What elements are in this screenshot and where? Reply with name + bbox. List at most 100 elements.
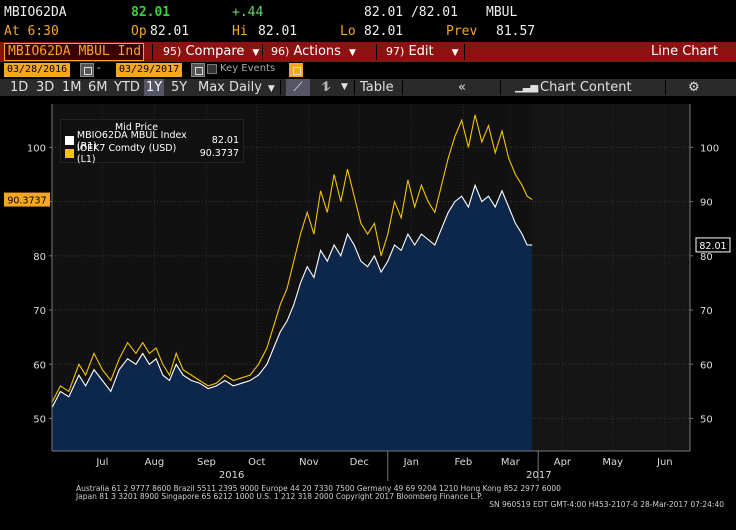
prev-value: 81.57 — [496, 24, 536, 39]
x-tick-label: Nov — [299, 457, 319, 468]
x-tick-label: May — [602, 457, 623, 468]
date-separator: - — [97, 63, 101, 74]
period-button-5y[interactable]: 5Y — [171, 80, 188, 95]
y-left-tick-label: 80 — [33, 252, 46, 263]
toolbar-divider — [354, 80, 355, 95]
x-tick-label: Feb — [454, 457, 472, 468]
footer-line: SN 960519 EDT GMT-4:00 H453-2107-0 28-Ma… — [489, 500, 724, 509]
legend-entry-label: IOEK7 Comdty (USD) (L1) — [76, 142, 177, 165]
chart-content-button[interactable]: Chart Content — [540, 80, 632, 95]
actions-button[interactable]: 96) Actions ▼ — [271, 43, 356, 61]
quote-time: At 6:30 — [4, 24, 59, 39]
legend-swatch — [65, 136, 74, 145]
x-tick-label: Jun — [656, 457, 673, 468]
series-line[interactable] — [51, 183, 533, 408]
legend-title: Mid Price — [115, 122, 159, 133]
last-price: 82.01 — [131, 5, 171, 20]
end-date-field[interactable]: 03/29/2017 — [116, 63, 183, 77]
toolbar-divider — [376, 44, 377, 60]
y-left-tick-label: 70 — [33, 306, 46, 317]
toolbar-divider — [262, 44, 263, 60]
last-value-tag — [695, 237, 731, 253]
chevron-down-icon: ▼ — [451, 48, 459, 58]
y-right-tick-label: 100 — [700, 143, 719, 154]
price-chart[interactable]: 50607080901005060708090100JulAugSepOctNo… — [0, 96, 736, 484]
toolbar-divider — [665, 80, 666, 95]
y-left-tick-label: 100 — [27, 143, 46, 154]
frequency-label: Max Daily — [198, 80, 262, 95]
calendar-icon[interactable] — [191, 63, 205, 77]
line-style-icon[interactable]: ⟋ — [286, 79, 310, 96]
period-button-6m[interactable]: 6M — [88, 80, 108, 95]
x-year-label: 2017 — [526, 470, 551, 481]
prev-label: Prev — [446, 24, 478, 39]
compare-number: 95) — [163, 45, 182, 58]
x-tick-label: Sep — [197, 457, 216, 468]
frequency-select[interactable]: Max Daily ▼ — [195, 79, 278, 96]
x-tick-label: Aug — [145, 457, 165, 468]
gear-icon[interactable]: ⚙ — [688, 80, 700, 95]
chart-legend[interactable]: Mid Price MBIO62DA MBUL Index (R1) 82.01… — [60, 119, 244, 165]
series-area — [52, 185, 533, 452]
toolbar-divider — [464, 44, 465, 60]
series-line[interactable] — [51, 114, 533, 403]
period-button-1m[interactable]: 1M — [62, 80, 82, 95]
y-right-tick-label: 70 — [700, 306, 713, 317]
last-value-tag — [4, 192, 50, 207]
low-value: 82.01 — [364, 24, 404, 39]
last-value-tag-label: 90.3737 — [7, 196, 46, 207]
compare-button[interactable]: 95) Compare ▼ — [163, 43, 259, 61]
annotation-icon[interactable]: ⥮ — [321, 80, 331, 95]
x-tick-label: Mar — [501, 457, 521, 468]
toolbar-divider — [280, 80, 281, 95]
table-button[interactable]: Table — [360, 80, 394, 95]
y-right-tick-label: 80 — [700, 252, 713, 263]
security-field[interactable]: MBIO62DA MBUL Ind — [4, 43, 144, 61]
x-tick-label: Jan — [403, 457, 419, 468]
edit-number: 97) — [386, 45, 405, 58]
y-right-tick-label: 50 — [700, 414, 713, 425]
legend-entry: IOEK7 Comdty (USD) (L1) 90.3737 — [65, 143, 239, 165]
chart-content-icon[interactable]: ▁▃▅ — [515, 82, 539, 93]
period-button-1d[interactable]: 1D — [10, 80, 29, 95]
x-year-label: 2016 — [219, 470, 244, 481]
x-tick-label: Apr — [554, 457, 572, 468]
future-region — [532, 104, 690, 451]
edit-button[interactable]: 97) Edit ▼ — [386, 43, 459, 61]
toolbar-divider — [152, 44, 153, 60]
x-tick-label: Jul — [95, 457, 108, 468]
x-tick-label: Oct — [248, 457, 265, 468]
toolbar-divider — [500, 80, 501, 95]
period-button-ytd[interactable]: YTD — [114, 80, 140, 95]
chevron-down-icon: ▼ — [348, 48, 356, 58]
chevron-down-icon: ▼ — [267, 84, 275, 94]
ticker: MBIO62DA — [4, 5, 67, 20]
actions-number: 96) — [271, 45, 290, 58]
period-button-3d[interactable]: 3D — [36, 80, 55, 95]
footer-line: Japan 81 3 3201 8900 Singapore 65 6212 1… — [76, 492, 483, 501]
key-events-checkbox[interactable] — [207, 64, 217, 74]
toolbar-divider — [402, 80, 403, 95]
period-button-1y[interactable]: 1Y — [144, 79, 165, 96]
y-right-tick-label: 60 — [700, 360, 713, 371]
legend-entry-label: MBIO62DA MBUL Index (R1) — [76, 129, 187, 152]
chart-type-label[interactable]: Line Chart — [651, 44, 718, 59]
y-left-tick-label: 50 — [33, 414, 46, 425]
high-label: Hi — [232, 24, 248, 39]
collapse-icon[interactable]: « — [458, 80, 466, 95]
net-change: +.44 — [232, 5, 264, 20]
pricing-source: MBUL — [486, 5, 518, 20]
y-left-tick-label: 60 — [33, 360, 46, 371]
high-value: 82.01 — [258, 24, 298, 39]
footer-line: Australia 61 2 9777 8600 Brazil 5511 239… — [76, 484, 561, 493]
chevron-down-icon[interactable]: ▼ — [341, 82, 348, 92]
legend-entry-value: 82.01 — [211, 135, 239, 146]
start-date-field[interactable]: 03/28/2016 — [4, 63, 71, 77]
legend-swatch — [65, 149, 74, 158]
edit-label: Edit — [408, 44, 434, 59]
x-tick-label: Dec — [350, 457, 369, 468]
settings-icon[interactable] — [289, 63, 303, 77]
key-events-label: Key Events — [220, 63, 276, 74]
period-toolbar — [0, 79, 736, 96]
calendar-icon[interactable] — [80, 63, 94, 77]
